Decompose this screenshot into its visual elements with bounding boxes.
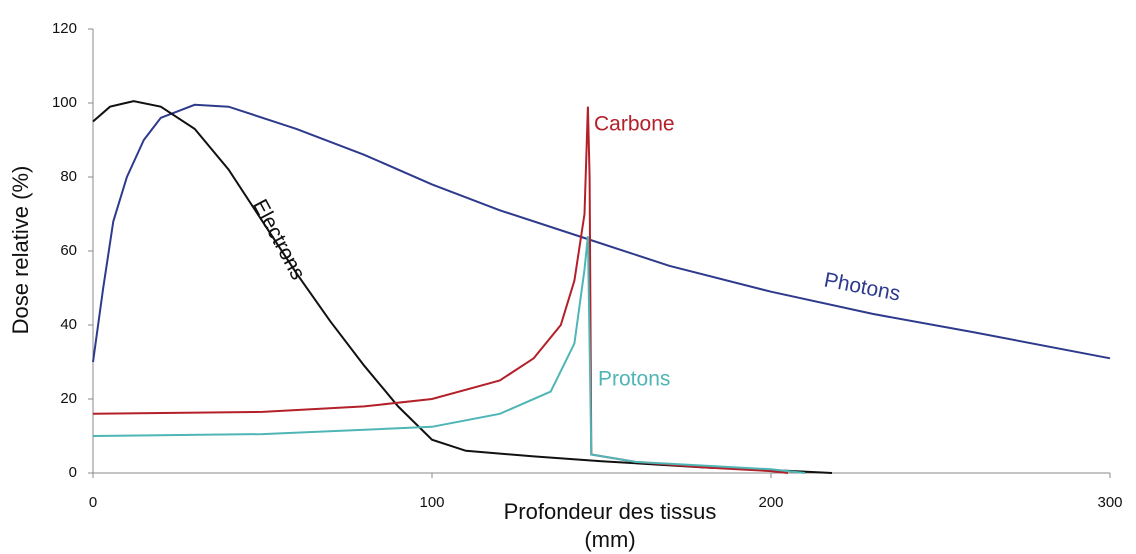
y-tick-label: 20 <box>60 390 77 407</box>
series-line <box>92 100 833 474</box>
y-tick-label: 40 <box>60 316 77 333</box>
series-label: Photons <box>822 268 902 305</box>
y-tick-label: 80 <box>60 168 77 185</box>
series-label: Electrons <box>248 196 309 284</box>
series-line <box>92 103 1111 363</box>
y-tick-label: 100 <box>52 94 77 111</box>
series-line <box>92 236 806 474</box>
x-tick-label: 200 <box>758 494 783 511</box>
series-label: Carbone <box>594 113 675 136</box>
y-tick-label: 120 <box>52 20 77 37</box>
x-axis-label: Profondeur des tissus (mm) <box>503 499 717 552</box>
x-tick-label: 300 <box>1097 494 1122 511</box>
x-tick-label: 0 <box>89 494 97 511</box>
series-label: Protons <box>598 368 670 391</box>
y-axis-label: Dose relative (%) <box>8 166 33 335</box>
y-tick-label: 60 <box>60 242 77 259</box>
x-tick-label: 100 <box>419 494 444 511</box>
series-line <box>92 106 789 474</box>
y-tick-label: 0 <box>69 464 77 481</box>
